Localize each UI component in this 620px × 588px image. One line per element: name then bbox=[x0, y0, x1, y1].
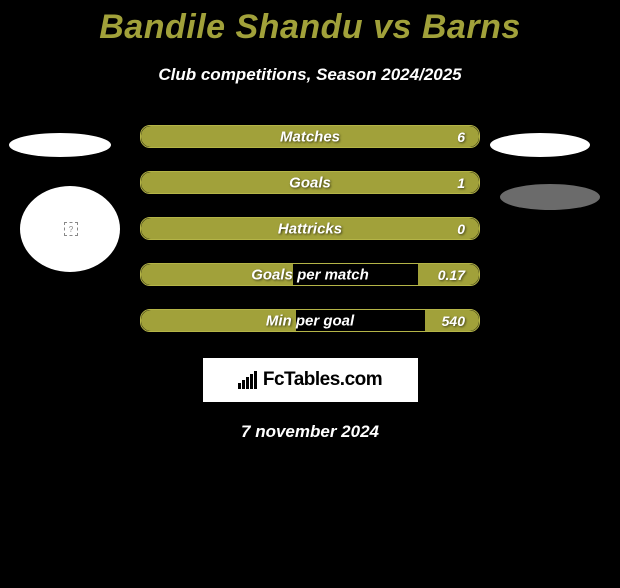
brand-content: FcTables.com bbox=[238, 369, 382, 391]
date-footer: 7 november 2024 bbox=[0, 422, 620, 442]
stat-label: Goals per match bbox=[251, 266, 369, 283]
stat-value: 6 bbox=[457, 129, 465, 145]
player-label-ellipse-left bbox=[9, 133, 111, 157]
stat-bar-goals: Goals 1 bbox=[140, 171, 480, 194]
stat-label: Min per goal bbox=[266, 312, 354, 329]
infographic-container: Bandile Shandu vs Barns Club competition… bbox=[0, 8, 620, 442]
stat-label: Matches bbox=[280, 128, 340, 145]
avatar-placeholder-icon: ? bbox=[64, 222, 78, 236]
brand-bars-icon bbox=[238, 371, 257, 389]
stat-value: 1 bbox=[457, 175, 465, 191]
stat-label: Hattricks bbox=[278, 220, 342, 237]
stat-label: Goals bbox=[289, 174, 331, 191]
stat-value: 0 bbox=[457, 221, 465, 237]
stats-bars: Matches 6 Goals 1 Hattricks 0 Goals per match 0… bbox=[140, 125, 480, 332]
stat-bar-min-per-goal: Min per goal 540 bbox=[140, 309, 480, 332]
player-label-ellipse-right bbox=[490, 133, 590, 157]
player-avatar-left: ? bbox=[20, 186, 120, 272]
stat-bar-hattricks: Hattricks 0 bbox=[140, 217, 480, 240]
player-avatar-ellipse-right bbox=[500, 184, 600, 210]
stat-value: 0.17 bbox=[438, 267, 465, 283]
stat-bar-goals-per-match: Goals per match 0.17 bbox=[140, 263, 480, 286]
page-title: Bandile Shandu vs Barns bbox=[0, 8, 620, 47]
brand-box: FcTables.com bbox=[203, 358, 418, 402]
brand-name: FcTables.com bbox=[263, 369, 382, 391]
page-subtitle: Club competitions, Season 2024/2025 bbox=[0, 65, 620, 85]
stat-bar-matches: Matches 6 bbox=[140, 125, 480, 148]
stat-value: 540 bbox=[442, 313, 465, 329]
